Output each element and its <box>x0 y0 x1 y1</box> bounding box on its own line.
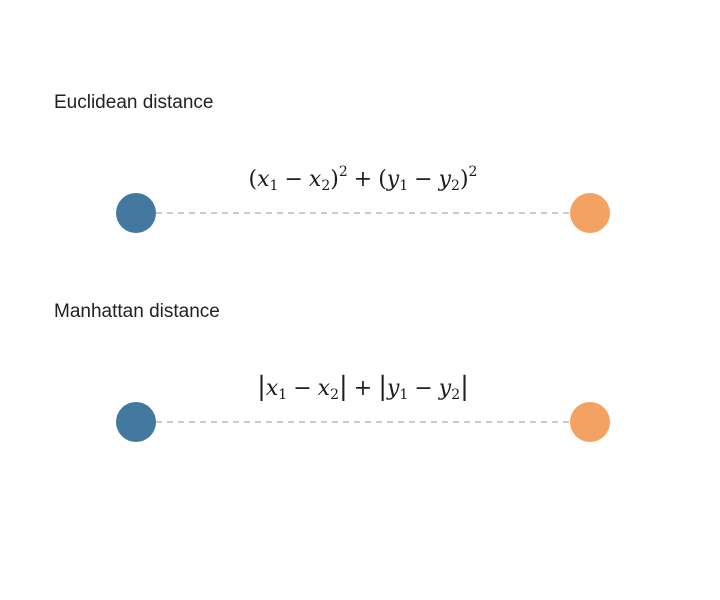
exponent-2: 2 <box>468 164 478 180</box>
abs-bar: | <box>257 372 266 402</box>
manhattan-point-a <box>116 402 156 442</box>
subscript-1: 1 <box>399 178 409 194</box>
minus-sign: − <box>414 167 433 192</box>
var-y: y <box>386 167 400 192</box>
euclidean-title: Euclidean distance <box>54 92 214 113</box>
var-y: y <box>438 376 452 401</box>
plus-sign: + <box>353 376 373 401</box>
euclidean-point-a <box>116 193 156 233</box>
abs-bar: | <box>460 372 469 402</box>
abs-bar: | <box>339 372 348 402</box>
euclidean-point-b <box>570 193 610 233</box>
manhattan-title: Manhattan distance <box>54 301 220 322</box>
plus-sign: + <box>353 167 373 192</box>
var-y: y <box>438 167 452 192</box>
minus-sign: − <box>284 167 303 192</box>
minus-sign: − <box>414 376 433 401</box>
manhattan-formula: |x1− x2| + |y1− y2| <box>136 372 590 403</box>
subscript-2: 2 <box>330 387 339 403</box>
paren-open: ( <box>248 167 258 192</box>
paren-close: ) <box>459 167 469 192</box>
subscript-2: 2 <box>451 178 460 194</box>
var-x: x <box>257 167 270 192</box>
subscript-2: 2 <box>451 387 461 403</box>
subscript-1: 1 <box>278 387 288 403</box>
euclidean-formula: (x1− x2)2 + (y1− y2)2 <box>136 164 590 194</box>
subscript-1: 1 <box>269 178 279 194</box>
var-y: y <box>386 376 400 401</box>
manhattan-point-b <box>570 402 610 442</box>
exponent-2: 2 <box>338 164 348 180</box>
paren-close: ) <box>330 167 339 192</box>
subscript-1: 1 <box>399 387 409 403</box>
paren-open: ( <box>378 167 387 192</box>
var-x: x <box>308 167 322 192</box>
minus-sign: − <box>293 376 312 401</box>
abs-bar: | <box>378 372 387 402</box>
var-x: x <box>265 376 279 401</box>
subscript-2: 2 <box>321 178 331 194</box>
var-x: x <box>317 376 331 401</box>
